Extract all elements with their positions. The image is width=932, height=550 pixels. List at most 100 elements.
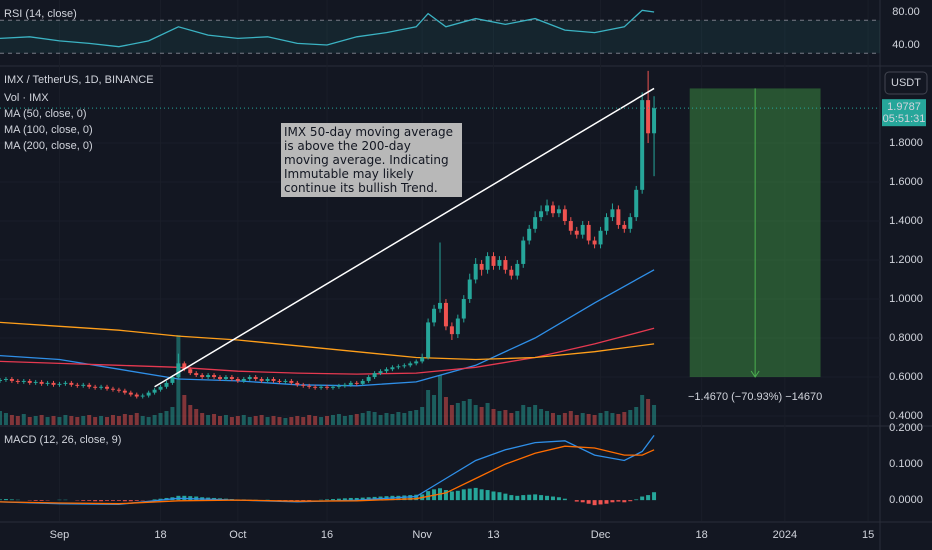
y-tick-label: 0.2000: [889, 422, 923, 434]
pane-title: MACD (12, 26, close, 9): [4, 434, 121, 446]
y-tick-label: 80.00: [892, 6, 920, 18]
volume-bar: [247, 417, 252, 425]
legend-entry: MA (100, close, 0): [4, 124, 93, 136]
macd-histogram-bar: [509, 495, 514, 501]
candle-body: [574, 230, 579, 235]
candle-body: [378, 371, 383, 374]
macd-histogram-bar: [110, 500, 115, 501]
macd-histogram-bar: [545, 495, 550, 501]
macd-histogram-bar: [598, 500, 603, 505]
macd-histogram-bar: [503, 493, 508, 501]
volume-bar: [586, 414, 591, 425]
candle-body: [295, 382, 300, 385]
volume-bar: [378, 415, 383, 425]
candle-body: [473, 263, 478, 280]
volume-bar: [390, 414, 395, 425]
candle-body: [265, 378, 270, 381]
macd-histogram-bar: [461, 489, 466, 501]
macd-histogram-bar: [295, 500, 300, 501]
volume-bar: [81, 416, 86, 425]
volume-title: Vol · IMX: [4, 92, 49, 104]
currency[interactable]: USDT: [891, 77, 921, 89]
volume-bar: [105, 417, 110, 425]
candle-body: [128, 392, 133, 395]
macd-histogram-bar: [443, 490, 448, 501]
candle-body: [443, 302, 448, 327]
candle-body: [652, 108, 657, 134]
macd-histogram-bar: [515, 495, 520, 501]
volume-bar: [562, 413, 567, 425]
volume-bar: [396, 412, 401, 425]
macd-histogram-bar: [336, 498, 341, 501]
candle-body: [146, 392, 151, 396]
volume-bar: [319, 417, 324, 425]
y-tick-label: 1.0000: [889, 293, 923, 305]
candle-body: [372, 373, 377, 378]
macd-histogram-bar: [640, 496, 645, 501]
x-tick-label: Dec: [591, 529, 611, 541]
candle-body: [497, 260, 502, 266]
currency-button[interactable]: [884, 71, 928, 95]
volume-bar: [164, 411, 169, 425]
volume-bar: [646, 399, 651, 425]
candle-body: [396, 366, 401, 368]
macd-histogram-bar: [426, 491, 431, 501]
volume-bar: [652, 405, 657, 425]
macd-histogram-bar: [325, 499, 330, 501]
macd-histogram-bar: [634, 499, 639, 501]
y-tick-label: 40.00: [892, 39, 920, 51]
pane-title: IMX / TetherUS, 1D, BINANCE: [4, 74, 154, 86]
volume-bar: [336, 414, 341, 425]
volume-bar: [182, 395, 187, 425]
candle-body: [598, 230, 603, 245]
rsi-line: [0, 9, 655, 48]
volume-bar: [259, 415, 264, 425]
macd-histogram-bar: [467, 488, 472, 501]
volume-bar: [556, 415, 561, 425]
candle-body: [491, 256, 496, 266]
volume-bar: [301, 417, 306, 425]
candle-body: [27, 380, 32, 383]
candle-body: [241, 378, 246, 381]
volume-bar: [140, 416, 145, 425]
candle-body: [188, 369, 193, 374]
macd-histogram-bar: [116, 500, 121, 501]
macd-histogram-bar: [99, 500, 104, 502]
annotation: IMX 50-day moving average is above the 2…: [281, 123, 462, 197]
candle-body: [33, 381, 38, 383]
candle-body: [479, 263, 484, 270]
macd-histogram-bar: [622, 500, 627, 503]
y-tick-label: 1.6000: [889, 176, 923, 188]
measure-arrow: [750, 88, 760, 378]
candle-body: [235, 378, 240, 381]
volume-bar: [485, 403, 490, 425]
macd-histogram-bar: [527, 494, 532, 501]
volume-bar: [235, 416, 240, 425]
candle-body: [580, 224, 585, 235]
x-tick-label: 13: [487, 529, 499, 541]
volume-bar: [372, 412, 377, 425]
macd-histogram-bar: [449, 491, 454, 501]
candle-body: [503, 260, 508, 270]
candle-body: [75, 384, 80, 386]
macd-histogram-bar: [366, 497, 371, 501]
macd-histogram-bar: [533, 494, 538, 501]
candle-body: [301, 384, 306, 386]
volume-bar: [87, 415, 92, 425]
volume-bar: [438, 375, 442, 425]
volume-bar: [116, 416, 121, 425]
volume-bar: [491, 409, 496, 425]
candle-body: [402, 365, 407, 367]
candle-body: [81, 384, 86, 386]
volume-bar: [295, 416, 300, 425]
x-tick-label: Oct: [229, 529, 246, 541]
trendline: [154, 87, 655, 388]
candle-body: [354, 382, 359, 384]
volume-bar: [539, 409, 544, 425]
candle-body: [63, 382, 68, 384]
macd-histogram-bar: [455, 490, 460, 501]
volume-bar: [503, 410, 508, 425]
volume-bar: [509, 413, 514, 425]
macd-histogram-bar: [342, 498, 347, 501]
